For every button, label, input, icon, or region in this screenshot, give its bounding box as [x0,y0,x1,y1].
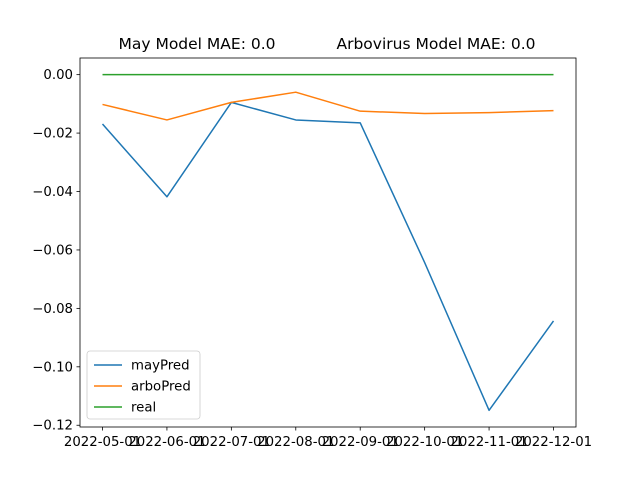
x-tick-label: 2022-07-01 [193,435,270,450]
y-tick-label: −0.10 [32,360,73,375]
series-line-mayPred [101,101,555,412]
x-tick-label: 2022-09-01 [322,435,399,450]
legend-label-arboPred: arboPred [131,380,191,395]
x-tick-label: 2022-10-01 [386,435,463,450]
y-tick-label: −0.06 [32,243,73,258]
series-line-arboPred [102,91,554,121]
y-tick-label: −0.02 [32,127,73,142]
x-tick-label: 2022-05-01 [64,435,141,450]
y-tick-label: −0.12 [32,419,73,434]
y-tick-label: −0.08 [32,302,73,317]
x-tick-label: 2022-12-01 [515,435,592,450]
x-tick-label: 2022-08-01 [257,435,334,450]
axes-frame [79,57,577,428]
x-tick-label: 2022-11-01 [450,435,527,450]
x-tick-label: 2022-06-01 [128,435,205,450]
y-tick-label: −0.04 [32,185,73,200]
legend-label-real: real [131,401,156,416]
legend-label-mayPred: mayPred [131,359,190,374]
chart-title-right: Arbovirus Model MAE: 0.0 [336,35,535,53]
y-tick-label: 0.00 [43,68,73,83]
plot-area: 0.00−0.02−0.04−0.06−0.08−0.10−0.122022-0… [32,57,592,450]
chart-title-left: May Model MAE: 0.0 [118,35,275,53]
legend-box [86,350,201,420]
